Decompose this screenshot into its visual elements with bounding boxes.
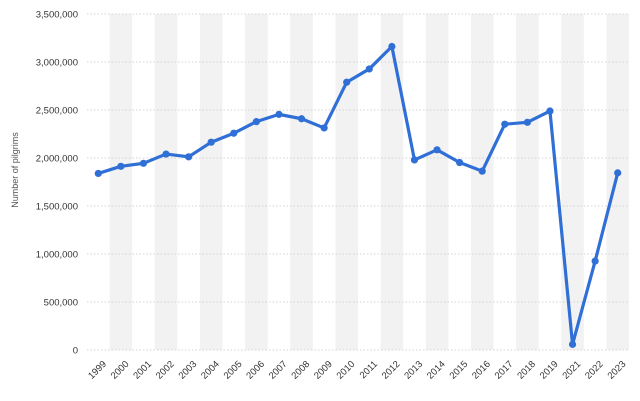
- data-point: [252, 118, 260, 126]
- y-axis: 0 500,000 1,000,000 1,500,000 2,000,000 2,500…: [36, 10, 78, 357]
- column-band: [290, 14, 313, 350]
- x-tick-label: 2003: [177, 359, 200, 382]
- data-point: [162, 150, 170, 158]
- x-tick-label: 2007: [267, 359, 290, 382]
- x-tick-label: 2002: [154, 359, 177, 382]
- column-band: [154, 14, 178, 350]
- data-point: [433, 146, 441, 154]
- data-point: [568, 340, 577, 348]
- x-tick-label: 2022: [583, 359, 606, 382]
- column-band: [109, 14, 133, 350]
- column-band: [245, 14, 268, 350]
- data-point: [320, 124, 328, 132]
- data-point: [230, 129, 238, 137]
- x-tick-label: 2012: [380, 359, 403, 382]
- column-band: [561, 14, 584, 350]
- y-tick-label: 0: [73, 346, 78, 357]
- column-band: [470, 14, 494, 350]
- data-point: [591, 257, 599, 265]
- series-layer: [94, 42, 622, 348]
- column-band: [335, 14, 358, 350]
- data-point: [614, 169, 622, 177]
- column-band: [199, 14, 223, 350]
- x-tick-label: 1999: [86, 359, 109, 382]
- x-tick-label: 2001: [131, 359, 154, 382]
- x-tick-label: 2021: [560, 359, 583, 382]
- data-point: [94, 169, 102, 178]
- data-point: [523, 118, 531, 126]
- data-point: [139, 159, 148, 167]
- x-axis: 1999 2000 2001 2002 2003 2004 2005 2006 2007 2008…: [86, 359, 628, 382]
- y-tick-label: 3,000,000: [36, 58, 78, 69]
- column-band: [516, 14, 539, 350]
- data-point: [207, 138, 215, 146]
- x-tick-label: 2011: [358, 359, 380, 381]
- x-tick-label: 2004: [199, 359, 222, 382]
- data-point: [117, 162, 125, 170]
- x-tick-label: 2000: [109, 359, 132, 382]
- column-band: [606, 14, 629, 350]
- column-band: [380, 14, 404, 350]
- x-tick-label: 2019: [538, 359, 561, 382]
- y-tick-label: 500,000: [44, 298, 78, 309]
- y-tick-label: 2,000,000: [36, 154, 78, 165]
- data-point: [456, 158, 464, 167]
- x-tick-label: 2023: [606, 359, 629, 382]
- data-point: [297, 115, 306, 123]
- data-point: [501, 120, 509, 128]
- y-tick-label: 3,500,000: [36, 10, 78, 21]
- series-line: [96, 44, 620, 346]
- data-point: [546, 107, 554, 115]
- x-tick-label: 2016: [470, 359, 493, 382]
- column-bands: [109, 14, 629, 350]
- column-band: [425, 14, 449, 350]
- data-point: [478, 167, 486, 175]
- gridlines: [87, 13, 629, 351]
- data-point: [343, 78, 351, 86]
- x-tick-label: 2013: [402, 359, 425, 382]
- y-tick-label: 1,000,000: [36, 250, 78, 261]
- x-tick-label: 2006: [244, 359, 267, 382]
- data-point: [365, 65, 373, 73]
- x-tick-label: 2018: [515, 359, 538, 382]
- x-tick-label: 2015: [448, 359, 471, 382]
- y-tick-label: 1,500,000: [36, 202, 78, 213]
- x-tick-label: 2014: [425, 359, 448, 382]
- x-tick-label: 2017: [493, 359, 516, 382]
- data-point: [388, 42, 396, 51]
- x-tick-label: 2005: [222, 359, 245, 382]
- y-tick-label: 2,500,000: [36, 106, 78, 117]
- x-tick-label: 2010: [335, 359, 358, 382]
- data-point: [410, 156, 419, 164]
- data-point: [185, 153, 193, 161]
- y-axis-label: Number of pilgrims: [10, 132, 20, 208]
- x-tick-label: 2009: [312, 359, 335, 382]
- x-tick-label: 2008: [289, 359, 312, 382]
- data-point: [275, 110, 283, 118]
